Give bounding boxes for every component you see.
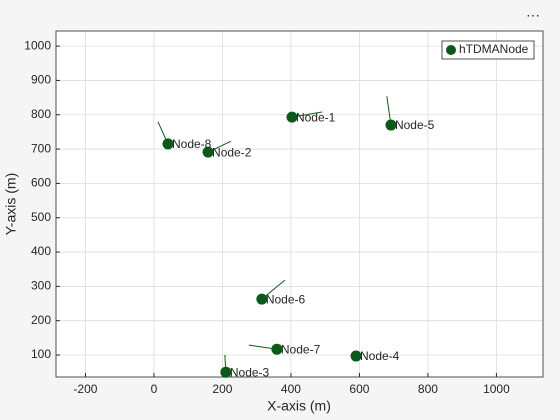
node-label: Node-7 [281, 342, 321, 356]
x-tick-label: 800 [418, 382, 438, 396]
node-label: Node-6 [266, 292, 306, 306]
y-tick-label: 400 [31, 244, 51, 258]
node-label: Node-5 [395, 118, 435, 132]
y-tick-label: 800 [31, 107, 51, 121]
legend-box [441, 40, 535, 60]
node-label: Node-1 [296, 110, 336, 124]
y-tick-label: 100 [31, 347, 51, 361]
x-tick-label: 1000 [483, 382, 510, 396]
y-tick-label: 500 [31, 210, 51, 224]
y-tick-label: 200 [31, 313, 51, 327]
node-marker [220, 366, 232, 378]
legend-label: hTDMANode [459, 42, 529, 56]
y-tick-label: 600 [31, 176, 51, 190]
toolbar-menu[interactable]: ··· [526, 7, 540, 23]
x-tick-label: -200 [73, 382, 97, 396]
node-label: Node-3 [230, 365, 270, 379]
y-axis-label: Y-axis (m) [3, 173, 19, 236]
node-label: Node-8 [172, 137, 212, 151]
node-marker [202, 146, 214, 158]
node-marker [162, 138, 174, 150]
node-marker [271, 343, 283, 355]
x-axis-label: X-axis (m) [267, 398, 331, 414]
y-tick-label: 1000 [24, 38, 51, 52]
node-marker [350, 350, 362, 362]
y-tick-label: 700 [31, 141, 51, 155]
x-tick-label: 0 [151, 382, 158, 396]
x-tick-label: 600 [349, 382, 369, 396]
x-tick-label: 400 [281, 382, 301, 396]
axes-box [55, 30, 544, 378]
node-label: Node-4 [360, 349, 400, 363]
node-marker [385, 119, 397, 131]
y-tick-label: 900 [31, 73, 51, 87]
x-tick-label: 200 [212, 382, 232, 396]
y-tick-label: 300 [31, 279, 51, 293]
node-label: Node-2 [212, 145, 252, 159]
node-marker [256, 293, 268, 305]
plot-area [56, 31, 543, 377]
legend-marker [446, 45, 456, 55]
node-marker [286, 111, 298, 123]
